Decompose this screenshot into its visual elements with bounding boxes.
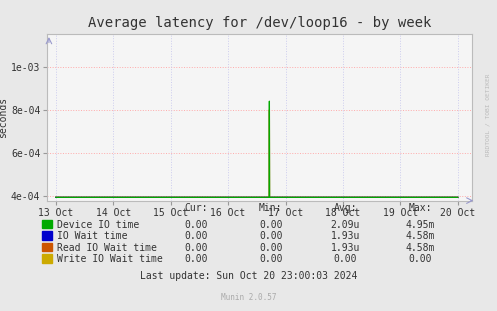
- Text: Max:: Max:: [408, 203, 432, 213]
- Text: 1.93u: 1.93u: [331, 243, 360, 253]
- Text: Avg:: Avg:: [333, 203, 357, 213]
- Text: 1.93u: 1.93u: [331, 231, 360, 241]
- Text: 0.00: 0.00: [259, 220, 283, 230]
- Text: Write IO Wait time: Write IO Wait time: [57, 254, 163, 264]
- Title: Average latency for /dev/loop16 - by week: Average latency for /dev/loop16 - by wee…: [88, 16, 431, 30]
- Text: 2.09u: 2.09u: [331, 220, 360, 230]
- Text: Cur:: Cur:: [184, 203, 208, 213]
- Text: 0.00: 0.00: [184, 231, 208, 241]
- Text: 0.00: 0.00: [259, 243, 283, 253]
- Text: IO Wait time: IO Wait time: [57, 231, 128, 241]
- Text: Device IO time: Device IO time: [57, 220, 139, 230]
- Text: Munin 2.0.57: Munin 2.0.57: [221, 293, 276, 302]
- Text: 0.00: 0.00: [333, 254, 357, 264]
- Text: 0.00: 0.00: [408, 254, 432, 264]
- Text: 0.00: 0.00: [184, 254, 208, 264]
- Text: 0.00: 0.00: [184, 243, 208, 253]
- Text: RRDTOOL / TOBI OETIKER: RRDTOOL / TOBI OETIKER: [486, 74, 491, 156]
- Text: 0.00: 0.00: [259, 231, 283, 241]
- Text: 0.00: 0.00: [259, 254, 283, 264]
- Y-axis label: seconds: seconds: [0, 97, 8, 138]
- Text: Last update: Sun Oct 20 23:00:03 2024: Last update: Sun Oct 20 23:00:03 2024: [140, 271, 357, 281]
- Text: 0.00: 0.00: [184, 220, 208, 230]
- Text: 4.58m: 4.58m: [405, 243, 435, 253]
- Text: 4.58m: 4.58m: [405, 231, 435, 241]
- Text: Min:: Min:: [259, 203, 283, 213]
- Text: Read IO Wait time: Read IO Wait time: [57, 243, 157, 253]
- Text: 4.95m: 4.95m: [405, 220, 435, 230]
